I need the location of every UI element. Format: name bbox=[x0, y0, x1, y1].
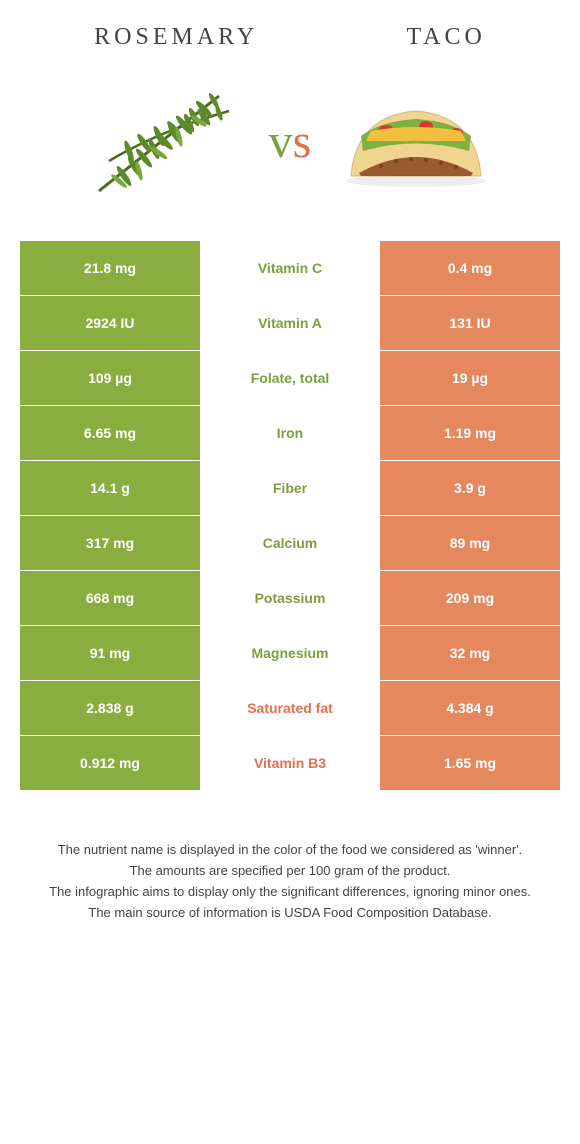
nutrient-label: Fiber bbox=[200, 461, 380, 515]
left-value: 2924 IU bbox=[20, 296, 200, 350]
right-value: 1.19 mg bbox=[380, 406, 560, 460]
nutrient-label: Calcium bbox=[200, 516, 380, 570]
nutrient-label: Iron bbox=[200, 406, 380, 460]
table-row: 668 mgPotassium209 mg bbox=[20, 571, 560, 626]
left-value: 109 µg bbox=[20, 351, 200, 405]
taco-image bbox=[331, 71, 501, 211]
right-value: 0.4 mg bbox=[380, 241, 560, 295]
left-value: 6.65 mg bbox=[20, 406, 200, 460]
right-value: 209 mg bbox=[380, 571, 560, 625]
nutrient-label: Potassium bbox=[200, 571, 380, 625]
comparison-table: 21.8 mgVitamin C0.4 mg2924 IUVitamin A13… bbox=[0, 241, 580, 791]
table-row: 0.912 mgVitamin B31.65 mg bbox=[20, 736, 560, 791]
footnote: The nutrient name is displayed in the co… bbox=[0, 791, 580, 944]
footnote-line: The main source of information is USDA F… bbox=[30, 904, 550, 923]
nutrient-label: Vitamin C bbox=[200, 241, 380, 295]
table-row: 6.65 mgIron1.19 mg bbox=[20, 406, 560, 461]
right-value: 1.65 mg bbox=[380, 736, 560, 790]
left-value: 2.838 g bbox=[20, 681, 200, 735]
left-value: 14.1 g bbox=[20, 461, 200, 515]
right-value: 131 IU bbox=[380, 296, 560, 350]
table-row: 2924 IUVitamin A131 IU bbox=[20, 296, 560, 351]
footnote-line: The amounts are specified per 100 gram o… bbox=[30, 862, 550, 881]
right-food-title: Taco bbox=[406, 24, 485, 51]
right-value: 19 µg bbox=[380, 351, 560, 405]
table-row: 91 mgMagnesium32 mg bbox=[20, 626, 560, 681]
footnote-line: The infographic aims to display only the… bbox=[30, 883, 550, 902]
vs-s: s bbox=[293, 115, 312, 168]
left-food-title: Rosemary bbox=[94, 24, 258, 51]
table-row: 317 mgCalcium89 mg bbox=[20, 516, 560, 571]
right-value: 32 mg bbox=[380, 626, 560, 680]
nutrient-label: Folate, total bbox=[200, 351, 380, 405]
nutrient-label: Vitamin B3 bbox=[200, 736, 380, 790]
vs-v: v bbox=[269, 115, 293, 168]
table-row: 109 µgFolate, total19 µg bbox=[20, 351, 560, 406]
table-row: 2.838 gSaturated fat4.384 g bbox=[20, 681, 560, 736]
nutrient-label: Vitamin A bbox=[200, 296, 380, 350]
table-row: 21.8 mgVitamin C0.4 mg bbox=[20, 241, 560, 296]
right-value: 89 mg bbox=[380, 516, 560, 570]
left-value: 0.912 mg bbox=[20, 736, 200, 790]
nutrient-label: Magnesium bbox=[200, 626, 380, 680]
rosemary-image bbox=[79, 71, 249, 211]
left-value: 91 mg bbox=[20, 626, 200, 680]
nutrient-label: Saturated fat bbox=[200, 681, 380, 735]
left-value: 317 mg bbox=[20, 516, 200, 570]
left-value: 668 mg bbox=[20, 571, 200, 625]
left-value: 21.8 mg bbox=[20, 241, 200, 295]
header: Rosemary Taco bbox=[0, 0, 580, 61]
vs-row: vs bbox=[0, 61, 580, 241]
table-row: 14.1 gFiber3.9 g bbox=[20, 461, 560, 516]
right-value: 3.9 g bbox=[380, 461, 560, 515]
right-value: 4.384 g bbox=[380, 681, 560, 735]
footnote-line: The nutrient name is displayed in the co… bbox=[30, 841, 550, 860]
vs-label: vs bbox=[269, 114, 312, 169]
